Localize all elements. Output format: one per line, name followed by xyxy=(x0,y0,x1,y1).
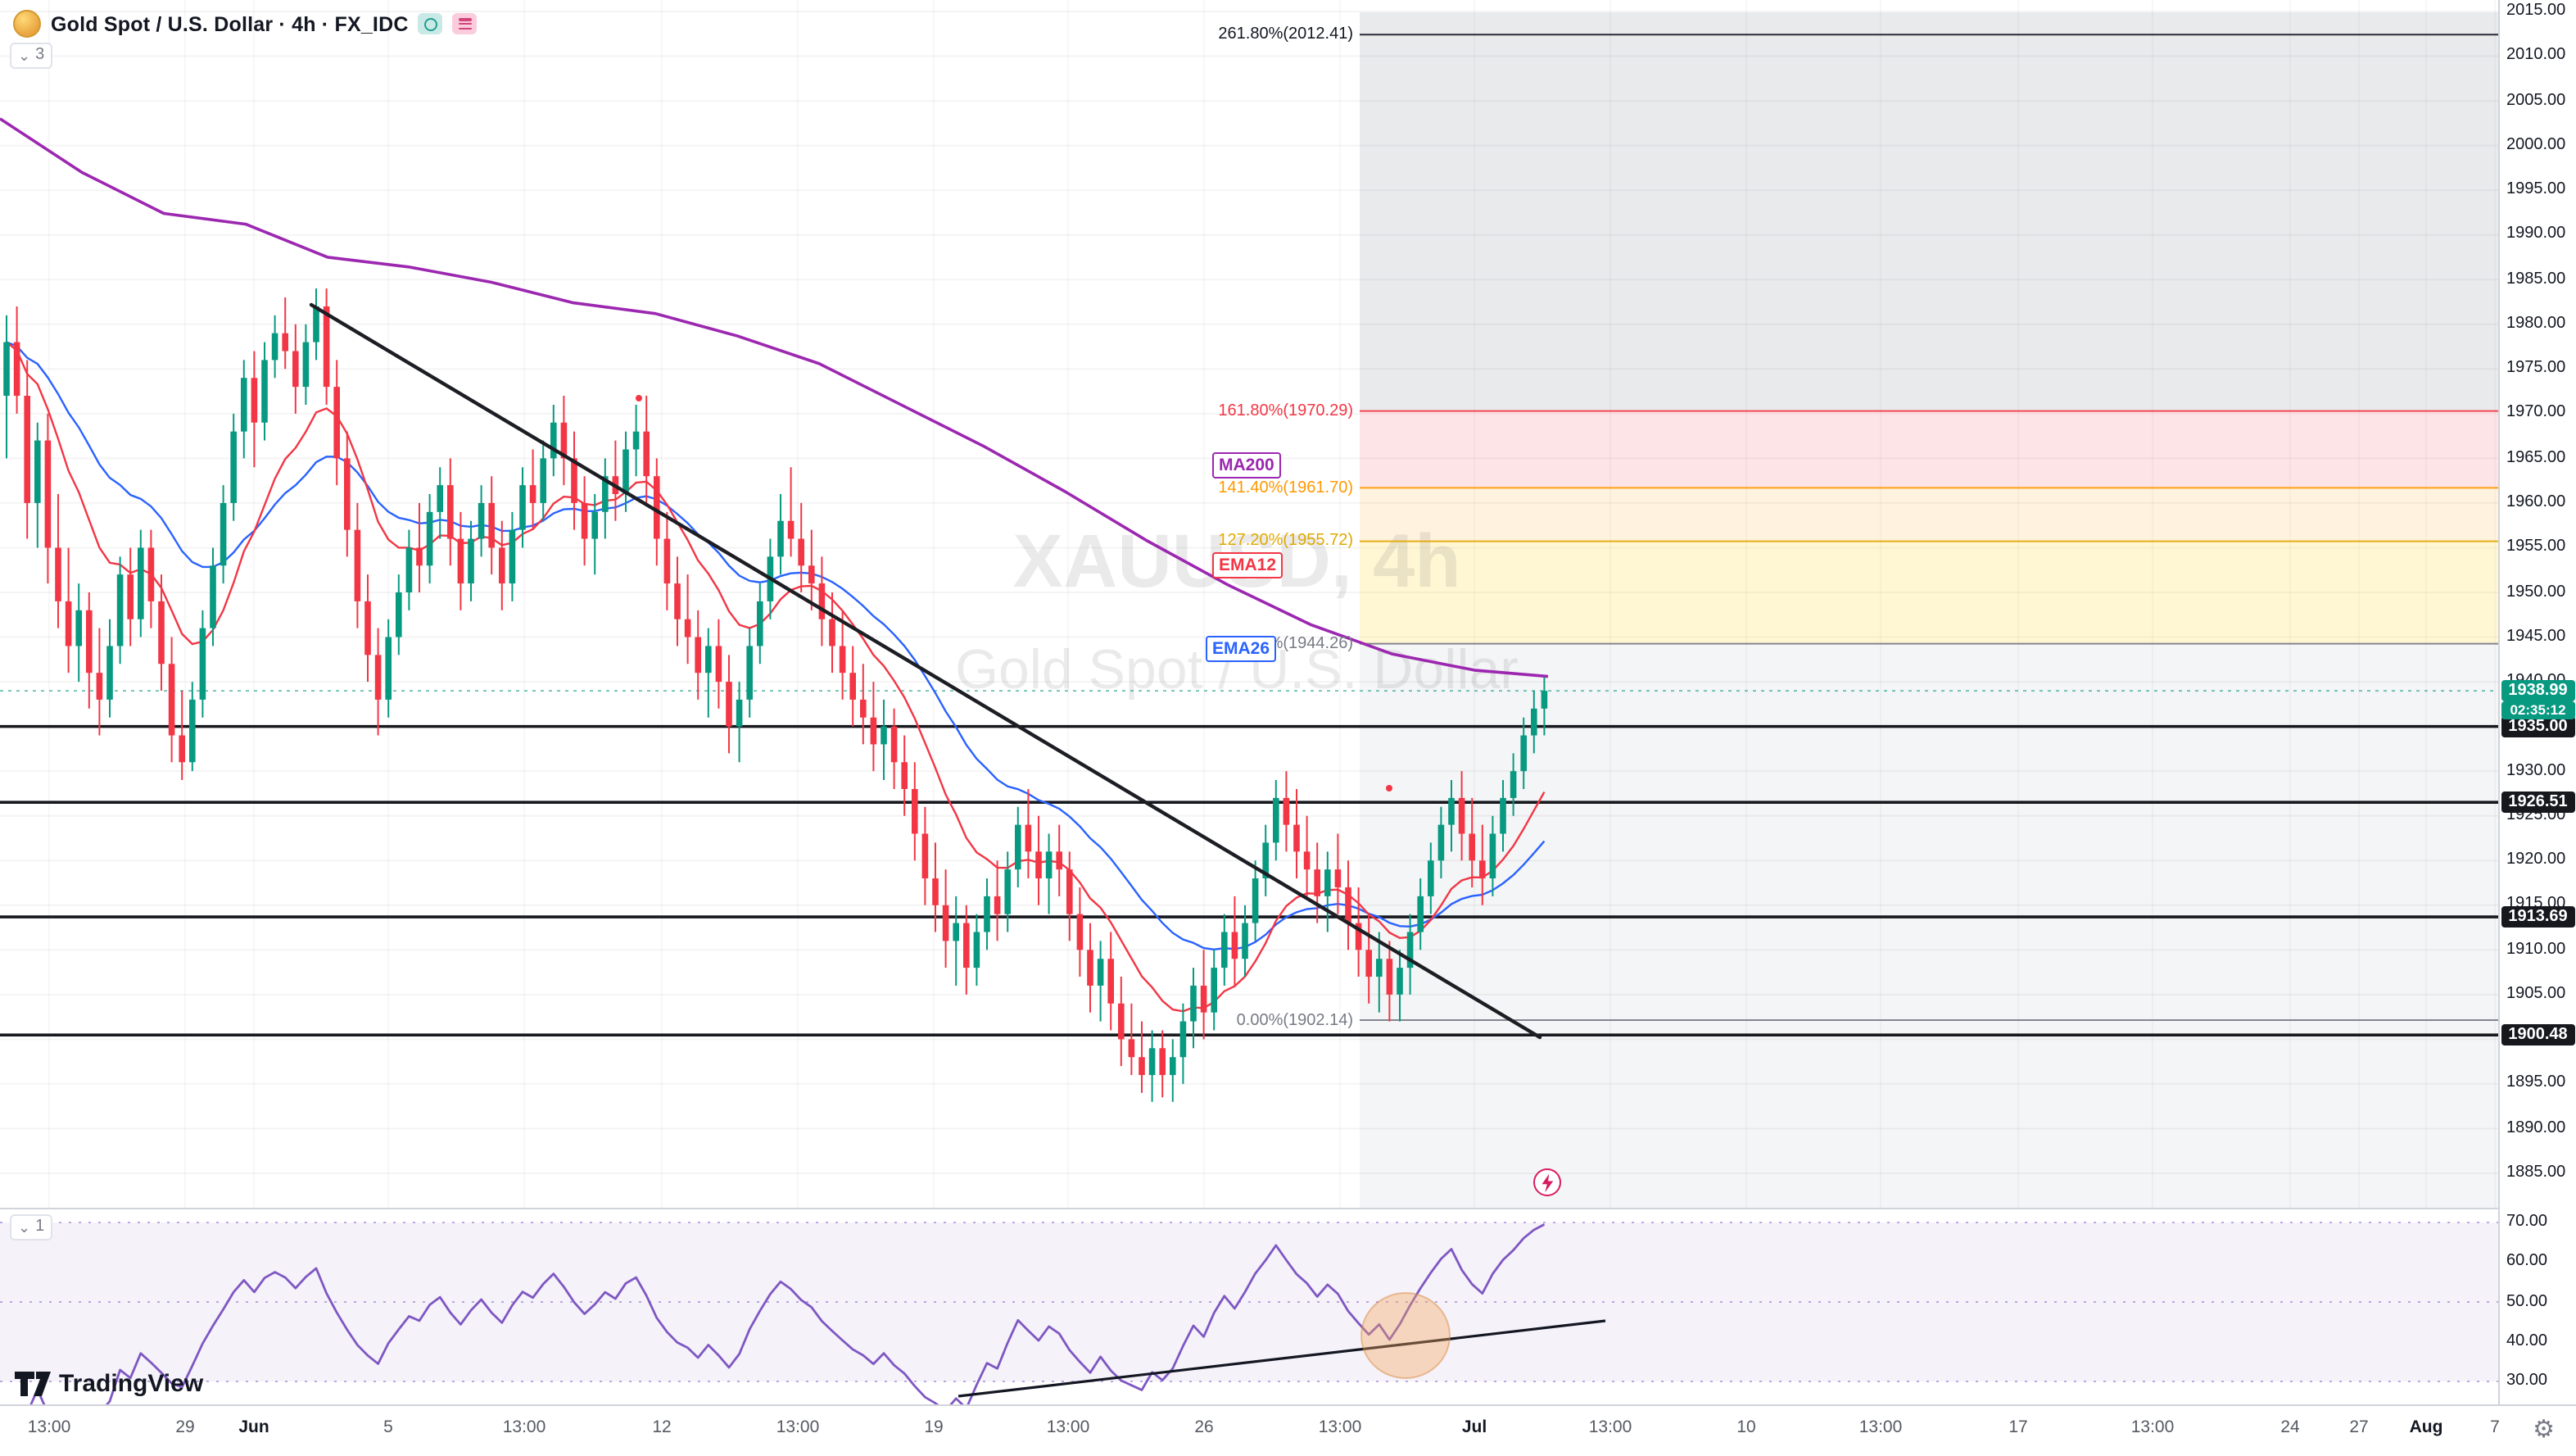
chevron-down-icon: ⌄ xyxy=(18,48,31,64)
price-level-badge: 1900.48 xyxy=(2501,1024,2574,1046)
fib-retracement-lines[interactable] xyxy=(1360,34,2498,1022)
rsi-pane[interactable] xyxy=(0,1209,2498,1404)
trendline[interactable] xyxy=(309,302,1542,1040)
time-label: Jul xyxy=(1461,1417,1487,1437)
price-tick: 1985.00 xyxy=(2506,270,2566,288)
bar-countdown-badge: 02:35:12 xyxy=(2501,701,2574,720)
price-tick: 1930.00 xyxy=(2506,761,2566,780)
price-tick: 2015.00 xyxy=(2506,2,2566,20)
moving-average-lines xyxy=(0,117,1549,1013)
rsi-tick: 60.00 xyxy=(2506,1252,2548,1271)
time-label: 13:00 xyxy=(502,1417,546,1437)
fib-level-label: 0.00%(1902.14) xyxy=(1236,1011,1353,1030)
indicator-collapse-button[interactable]: ⌄ 3 xyxy=(10,43,53,69)
time-label: 13:00 xyxy=(1318,1417,1362,1437)
fib-level-label: 141.40%(1961.70) xyxy=(1218,479,1353,497)
candles xyxy=(3,288,1548,1102)
time-label: 13:00 xyxy=(27,1417,71,1437)
price-tick: 1920.00 xyxy=(2506,850,2566,869)
time-label: 7 xyxy=(2490,1417,2500,1437)
price-tick: 1965.00 xyxy=(2506,448,2566,467)
price-tick: 1960.00 xyxy=(2506,492,2566,511)
price-tick: 1975.00 xyxy=(2506,359,2566,378)
rsi-trendline[interactable] xyxy=(958,1319,1606,1398)
time-label: 5 xyxy=(383,1417,393,1437)
time-axis[interactable]: 13:00 29 Jun 5 13:00 12 13:00 19 13:00 26 13:00 Jul… xyxy=(0,1406,2576,1456)
rsi-line xyxy=(29,1223,1546,1404)
grid xyxy=(0,11,2498,1175)
time-label: Aug xyxy=(2409,1417,2443,1437)
axis-separator xyxy=(0,1404,2576,1406)
rsi-band xyxy=(0,1222,2498,1382)
time-label: Jun xyxy=(238,1417,269,1437)
time-label: 12 xyxy=(652,1417,672,1437)
rsi-indicator-count: 1 xyxy=(35,1218,45,1236)
visibility-chip[interactable] xyxy=(418,13,443,34)
rsi-tick: 30.00 xyxy=(2506,1372,2548,1390)
tradingview-logo-icon xyxy=(15,1372,51,1396)
time-label: 17 xyxy=(2008,1417,2028,1437)
time-label: 19 xyxy=(924,1417,944,1437)
main-chart[interactable]: XAUUSD, 4h Gold Spot / U.S. Dollar xyxy=(0,0,2498,1208)
price-tick: 2005.00 xyxy=(2506,91,2566,110)
highlight-circle[interactable] xyxy=(1360,1292,1451,1379)
price-tick: 1955.00 xyxy=(2506,537,2566,556)
time-label: 29 xyxy=(175,1417,195,1437)
price-tick: 1885.00 xyxy=(2506,1163,2566,1182)
symbol-title[interactable]: Gold Spot / U.S. Dollar · 4h · FX_IDC xyxy=(51,12,409,35)
time-label: 24 xyxy=(2280,1417,2300,1437)
price-tick: 1910.00 xyxy=(2506,940,2566,959)
time-label: 13:00 xyxy=(776,1417,820,1437)
price-tick: 1980.00 xyxy=(2506,314,2566,333)
tradingview-brand[interactable]: TradingView xyxy=(59,1370,204,1398)
lightning-icon xyxy=(1541,1173,1553,1192)
rsi-collapse-button[interactable]: ⌄ 1 xyxy=(10,1214,53,1241)
time-label: 13:00 xyxy=(1046,1417,1090,1437)
price-tick: 2010.00 xyxy=(2506,46,2566,65)
price-tick: 1895.00 xyxy=(2506,1073,2566,1092)
time-label: 10 xyxy=(1736,1417,1756,1437)
time-label: 26 xyxy=(1194,1417,1214,1437)
rsi-tick: 40.00 xyxy=(2506,1331,2548,1350)
symbol-logo xyxy=(13,10,41,38)
lightning-button[interactable] xyxy=(1533,1168,1561,1196)
pane-separator[interactable] xyxy=(0,1208,2576,1209)
fib-level-label: 127.20%(1955.72) xyxy=(1218,532,1353,551)
current-price-badge: 1938.99 xyxy=(2501,679,2574,701)
price-tick: 1990.00 xyxy=(2506,225,2566,243)
gear-icon[interactable]: ⚙ xyxy=(2533,1416,2555,1444)
price-tick: 1995.00 xyxy=(2506,180,2566,199)
ema26-badge[interactable]: EMA26 xyxy=(1206,636,1277,662)
rsi-tick: 70.00 xyxy=(2506,1213,2548,1231)
price-axis[interactable]: 2015.00 2010.00 2005.00 2000.00 1995.00 1990.… xyxy=(2498,0,2576,1404)
time-label: 13:00 xyxy=(1858,1417,1903,1437)
list-chip[interactable] xyxy=(452,13,478,34)
descending-trendline[interactable] xyxy=(309,302,1542,1040)
price-tick: 1950.00 xyxy=(2506,583,2566,601)
price-tick: 2000.00 xyxy=(2506,135,2566,154)
fib-level-label: 261.80%(2012.41) xyxy=(1218,25,1353,44)
fib-level-label: 161.80%(1970.29) xyxy=(1218,401,1353,420)
price-level-badge: 1926.51 xyxy=(2501,792,2574,814)
ema12-badge[interactable]: EMA12 xyxy=(1212,552,1283,578)
chevron-down-icon: ⌄ xyxy=(18,1219,31,1236)
horizontal-ray-lines[interactable] xyxy=(0,690,2498,1036)
list-icon xyxy=(458,18,472,29)
price-tick: 1945.00 xyxy=(2506,627,2566,646)
price-tick: 1890.00 xyxy=(2506,1118,2566,1137)
rsi-trendline[interactable] xyxy=(958,1292,1606,1398)
time-label: 13:00 xyxy=(1588,1417,1632,1437)
price-tick: 1970.00 xyxy=(2506,403,2566,422)
price-tick: 1905.00 xyxy=(2506,984,2566,1003)
fib-zone-fills[interactable] xyxy=(1360,12,2498,1208)
ma200-badge[interactable]: MA200 xyxy=(1212,452,1281,479)
trade-markers xyxy=(636,395,1392,792)
eye-icon xyxy=(423,17,437,30)
time-label: 13:00 xyxy=(2130,1417,2175,1437)
indicator-count: 3 xyxy=(35,46,45,64)
price-level-badge: 1913.69 xyxy=(2501,906,2574,928)
rsi-tick: 50.00 xyxy=(2506,1292,2548,1310)
time-label: 27 xyxy=(2349,1417,2369,1437)
